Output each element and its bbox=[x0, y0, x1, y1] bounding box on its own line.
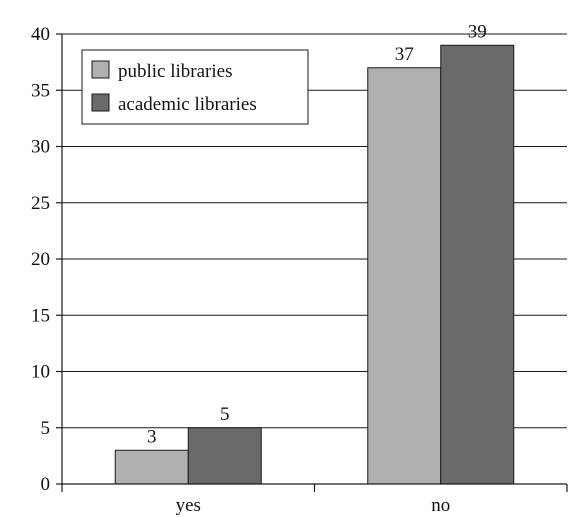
data-label: 37 bbox=[395, 44, 414, 65]
y-tick-label: 35 bbox=[31, 80, 50, 101]
bar-academic-libraries-no bbox=[440, 44, 515, 485]
data-label: 5 bbox=[220, 404, 230, 425]
legend-box bbox=[81, 49, 309, 125]
y-tick-label: 25 bbox=[31, 193, 50, 214]
data-label: 39 bbox=[468, 21, 487, 42]
y-axis-ticks: 0 5 10 15 20 25 30 35 40 bbox=[31, 24, 62, 495]
data-label: 3 bbox=[147, 426, 157, 447]
bar-public-libraries-no bbox=[367, 67, 442, 485]
y-tick-label: 15 bbox=[31, 305, 50, 326]
y-tick-label: 5 bbox=[41, 418, 51, 439]
y-tick-label: 30 bbox=[31, 137, 50, 158]
bar-public-libraries-yes bbox=[114, 449, 189, 485]
legend-swatch-academic-libraries bbox=[91, 93, 110, 112]
y-tick-label: 20 bbox=[31, 249, 50, 270]
y-tick-label: 0 bbox=[41, 474, 51, 495]
legend-swatch-public-libraries bbox=[91, 60, 110, 79]
y-tick-label: 10 bbox=[31, 362, 50, 383]
x-axis-labels: yes no bbox=[176, 495, 451, 516]
legend-label-academic-libraries: academic libraries bbox=[118, 94, 257, 115]
x-category-label: no bbox=[431, 495, 450, 516]
y-tick-label: 40 bbox=[31, 24, 50, 45]
legend-label-public-libraries: public libraries bbox=[118, 61, 233, 82]
bar-academic-libraries-yes bbox=[187, 427, 262, 485]
legend: public libraries academic libraries bbox=[81, 49, 309, 125]
x-category-label: yes bbox=[176, 495, 201, 516]
bars bbox=[114, 44, 515, 485]
